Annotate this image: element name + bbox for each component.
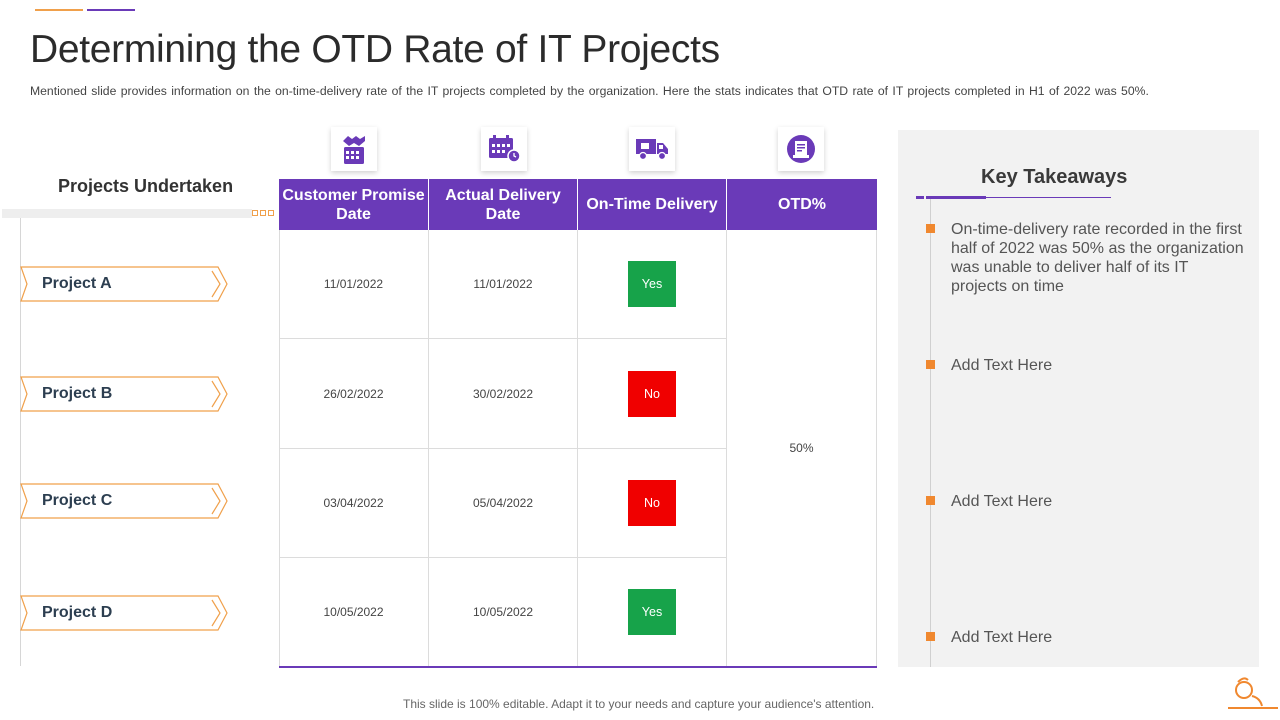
cell-on-time: Yes bbox=[578, 558, 727, 666]
accent-line-purple bbox=[87, 9, 135, 11]
cell-actual-date: 30/02/2022 bbox=[429, 339, 578, 449]
takeaway-item: On-time-delivery rate recorded in the fi… bbox=[951, 221, 1244, 295]
header-customer-promise-date: Customer Promise Date bbox=[279, 179, 429, 230]
projects-heading-underline bbox=[2, 209, 252, 218]
project-tag-d: Project D bbox=[20, 595, 228, 631]
bullet-icon bbox=[926, 632, 935, 641]
status-badge-no: No bbox=[628, 480, 676, 526]
accent-line-orange bbox=[35, 9, 83, 11]
project-label: Project A bbox=[42, 275, 112, 292]
cell-on-time: No bbox=[578, 449, 727, 558]
key-takeaways-panel bbox=[898, 130, 1259, 667]
decorative-dots bbox=[252, 210, 274, 216]
header-actual-delivery-date: Actual Delivery Date bbox=[429, 179, 578, 230]
project-tag-b: Project B bbox=[20, 376, 228, 412]
table-bottom-border bbox=[279, 666, 877, 668]
header-otd-percent: OTD% bbox=[778, 196, 826, 213]
page-title: Determining the OTD Rate of IT Projects bbox=[30, 28, 720, 71]
project-tag-c: Project C bbox=[20, 483, 228, 519]
status-badge-yes: Yes bbox=[628, 261, 676, 307]
key-takeaways-title: Key Takeaways bbox=[981, 166, 1128, 188]
project-label: Project C bbox=[42, 492, 113, 509]
delivery-truck-icon bbox=[629, 127, 675, 171]
page-subtitle: Mentioned slide provides information on … bbox=[30, 84, 1149, 98]
project-tag-a: Project A bbox=[20, 266, 228, 302]
cell-actual-date: 10/05/2022 bbox=[429, 558, 578, 666]
bullet-icon bbox=[926, 360, 935, 369]
cell-promise-date: 26/02/2022 bbox=[279, 339, 429, 449]
cell-promise-date: 10/05/2022 bbox=[279, 558, 429, 666]
handshake-calendar-icon bbox=[331, 127, 377, 171]
otd-table: Customer Promise Date Actual Delivery Da… bbox=[279, 179, 877, 668]
bullet-icon bbox=[926, 224, 935, 233]
project-tag-shape bbox=[20, 266, 228, 302]
projects-timeline-line bbox=[20, 218, 21, 666]
project-label: Project D bbox=[42, 604, 113, 621]
cell-actual-date: 11/01/2022 bbox=[429, 230, 578, 339]
project-tag-shape bbox=[20, 483, 228, 519]
takeaways-timeline-line bbox=[930, 199, 931, 667]
cell-on-time: Yes bbox=[578, 230, 727, 339]
project-label: Project B bbox=[42, 385, 113, 402]
status-badge-yes: Yes bbox=[628, 589, 676, 635]
project-tag-shape bbox=[20, 595, 228, 631]
cell-otd-value: 50% bbox=[727, 230, 877, 666]
header-on-time-delivery: On-Time Delivery bbox=[578, 179, 727, 230]
key-takeaways-underline bbox=[916, 196, 1111, 199]
cell-on-time: No bbox=[578, 339, 727, 449]
calendar-clock-icon bbox=[481, 127, 527, 171]
projects-heading: Projects Undertaken bbox=[58, 176, 234, 196]
brand-logo-icon bbox=[1226, 676, 1280, 717]
project-tag-shape bbox=[20, 376, 228, 412]
table-header: Customer Promise Date Actual Delivery Da… bbox=[279, 179, 877, 230]
takeaway-item: Add Text Here bbox=[951, 357, 1053, 374]
bullet-icon bbox=[926, 496, 935, 505]
status-badge-no: No bbox=[628, 370, 676, 417]
cell-promise-date: 11/01/2022 bbox=[279, 230, 429, 339]
takeaway-item: Add Text Here bbox=[951, 629, 1053, 646]
table-body: 11/01/2022 11/01/2022 Yes 26/02/2022 30/… bbox=[279, 230, 877, 666]
takeaway-item: Add Text Here bbox=[951, 493, 1053, 510]
footer-note: This slide is 100% editable. Adapt it to… bbox=[403, 697, 875, 711]
cell-actual-date: 05/04/2022 bbox=[429, 449, 578, 558]
cell-promise-date: 03/04/2022 bbox=[279, 449, 429, 558]
document-badge-icon bbox=[778, 127, 824, 171]
